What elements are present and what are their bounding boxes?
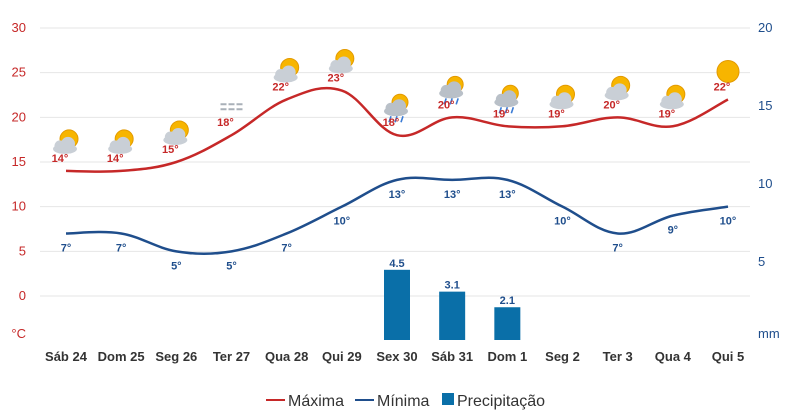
max-temp-label: 14°: [52, 153, 69, 165]
partly-sunny-icon: [549, 84, 575, 110]
temperature-lines: [65, 86, 729, 255]
left-unit-label: °C: [11, 326, 26, 341]
max-temp-label: 19°: [548, 108, 565, 120]
min-temp-label: 5°: [171, 260, 182, 272]
precip-label: 2.1: [500, 295, 515, 307]
min-temp-label: 13°: [444, 189, 461, 201]
sun-rain-icon: [494, 84, 519, 114]
left-tick-label: 15: [12, 154, 26, 169]
max-temp-label: 19°: [493, 108, 510, 120]
min-temp-label: 10°: [334, 216, 351, 228]
fog-icon: [220, 103, 243, 111]
sun-rain-icon: [439, 75, 464, 105]
right-tick-label: 15: [758, 98, 772, 113]
x-tick-label: Sex 30: [376, 349, 417, 364]
max-temp-label: 18°: [383, 117, 400, 129]
x-tick-label: Seg 2: [545, 349, 580, 364]
precipitation-bars: [384, 269, 521, 340]
sun-icon: [716, 59, 740, 83]
max-temp-label: 15°: [162, 144, 179, 156]
x-tick-label: Sáb 24: [45, 349, 88, 364]
min-temp-label: 7°: [612, 242, 623, 254]
x-tick-label: Qua 4: [655, 349, 692, 364]
min-temp-line[interactable]: [65, 176, 729, 255]
x-tick-label: Ter 3: [603, 349, 633, 364]
min-temp-label: 7°: [116, 242, 127, 254]
partly-sunny-icon: [163, 120, 189, 145]
x-tick-label: Qui 29: [322, 349, 362, 364]
partly-sunny-icon: [659, 84, 686, 110]
precip-bar[interactable]: [494, 307, 521, 340]
right-tick-label: 10: [758, 176, 772, 191]
min-temp-label: 5°: [226, 260, 237, 272]
min-temp-label: 9°: [668, 225, 679, 237]
x-tick-label: Qui 5: [712, 349, 745, 364]
x-tick-label: Ter 27: [213, 349, 250, 364]
partly-sunny-icon: [273, 57, 300, 83]
min-temp-label: 10°: [554, 216, 571, 228]
min-temp-label: 7°: [281, 242, 292, 254]
max-temp-label: 22°: [272, 81, 289, 93]
right-tick-label: 20: [758, 20, 772, 35]
max-temp-label: 23°: [328, 73, 345, 85]
x-tick-label: Dom 25: [98, 349, 145, 364]
left-tick-label: 30: [12, 20, 26, 35]
partly-sunny-icon: [604, 75, 631, 101]
weather-icons: [53, 49, 740, 154]
max-temp-label: 20°: [438, 99, 455, 111]
left-tick-label: 25: [12, 65, 26, 80]
x-tick-label: Qua 28: [265, 349, 308, 364]
min-temp-label: 13°: [389, 189, 406, 201]
max-temp-label: 19°: [659, 108, 676, 120]
x-tick-label: Seg 26: [155, 349, 197, 364]
x-axis: Sáb 24 Dom 25 Seg 26 Ter 27 Qua 28 Qui 29 Sex …: [45, 349, 744, 364]
data-labels: 14° 14° 15° 18° 22° 23° 18° 20° 19° 19° 20° 19° 22° 7…: [52, 73, 737, 308]
left-axis: 30 25 20 15 10 5 0 °C: [11, 20, 26, 341]
right-axis: 20 15 10 5 mm: [758, 20, 780, 341]
precip-bar[interactable]: [384, 269, 410, 340]
left-tick-label: 5: [19, 243, 26, 258]
right-tick-label: 5: [758, 254, 765, 269]
max-temp-label: 22°: [714, 81, 731, 93]
legend-precip[interactable]: Precipitação: [457, 393, 545, 410]
left-tick-label: 10: [12, 199, 26, 214]
legend-min[interactable]: Mínima: [377, 393, 430, 410]
max-temp-label: 20°: [603, 99, 620, 111]
partly-sunny-icon: [108, 129, 134, 154]
precip-label: 3.1: [445, 280, 460, 292]
x-tick-label: Sáb 31: [431, 349, 473, 364]
legend[interactable]: Máxima Mínima Precipitação: [266, 393, 545, 410]
partly-sunny-icon: [53, 129, 79, 154]
precip-label: 4.5: [389, 258, 404, 270]
max-temp-line[interactable]: [65, 86, 729, 173]
min-temp-label: 7°: [61, 242, 72, 254]
x-tick-label: Dom 1: [487, 349, 527, 364]
min-temp-label: 13°: [499, 189, 516, 201]
right-unit-label: mm: [758, 326, 780, 341]
partly-sunny-icon: [328, 49, 355, 74]
precip-bar[interactable]: [439, 291, 466, 340]
left-tick-label: 20: [12, 109, 26, 124]
max-temp-label: 18°: [217, 117, 234, 129]
sun-rain-icon: [384, 93, 409, 123]
left-tick-label: 0: [19, 288, 26, 303]
grid-lines: [40, 27, 750, 297]
max-temp-label: 14°: [107, 153, 124, 165]
legend-max[interactable]: Máxima: [288, 393, 344, 410]
min-temp-label: 10°: [720, 216, 737, 228]
